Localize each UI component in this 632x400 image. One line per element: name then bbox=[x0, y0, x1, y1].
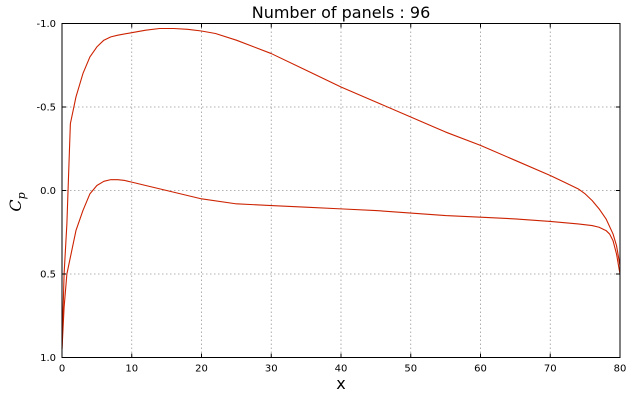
y-tick-label: 0.0 bbox=[40, 186, 56, 197]
x-tick-label: 40 bbox=[335, 364, 348, 375]
y-tick-label: 1.0 bbox=[40, 353, 56, 364]
series-layer bbox=[61, 27, 621, 350]
y-tick-label: -1.0 bbox=[36, 19, 56, 30]
y-tick-label: 0.5 bbox=[40, 270, 56, 281]
x-tick-label: 80 bbox=[614, 364, 627, 375]
x-tick-label: 20 bbox=[195, 364, 208, 375]
x-tick-label: 60 bbox=[474, 364, 487, 375]
tick-layer: 0 10 20 30 40 50 60 70 80 -1.0 -0.5 0.0 0.5 1.0 bbox=[36, 19, 626, 375]
x-tick-label: 0 bbox=[59, 364, 65, 375]
upper-surface-line bbox=[61, 27, 621, 350]
y-axis-label-main: C bbox=[6, 199, 25, 212]
grid-layer bbox=[62, 23, 620, 358]
y-axis-label-subscript: p bbox=[15, 192, 29, 200]
x-tick-label: 70 bbox=[544, 364, 557, 375]
x-tick-label: 50 bbox=[404, 364, 417, 375]
y-tick-label: -0.5 bbox=[36, 103, 56, 114]
x-axis-label: x bbox=[336, 374, 346, 393]
lower-surface-line bbox=[61, 179, 621, 350]
chart-title: Number of panels : 96 bbox=[251, 3, 431, 22]
y-axis-label: Cp bbox=[6, 190, 29, 214]
axes-frame bbox=[61, 23, 621, 358]
x-tick-label: 10 bbox=[125, 364, 138, 375]
x-tick-label: 30 bbox=[265, 364, 278, 375]
